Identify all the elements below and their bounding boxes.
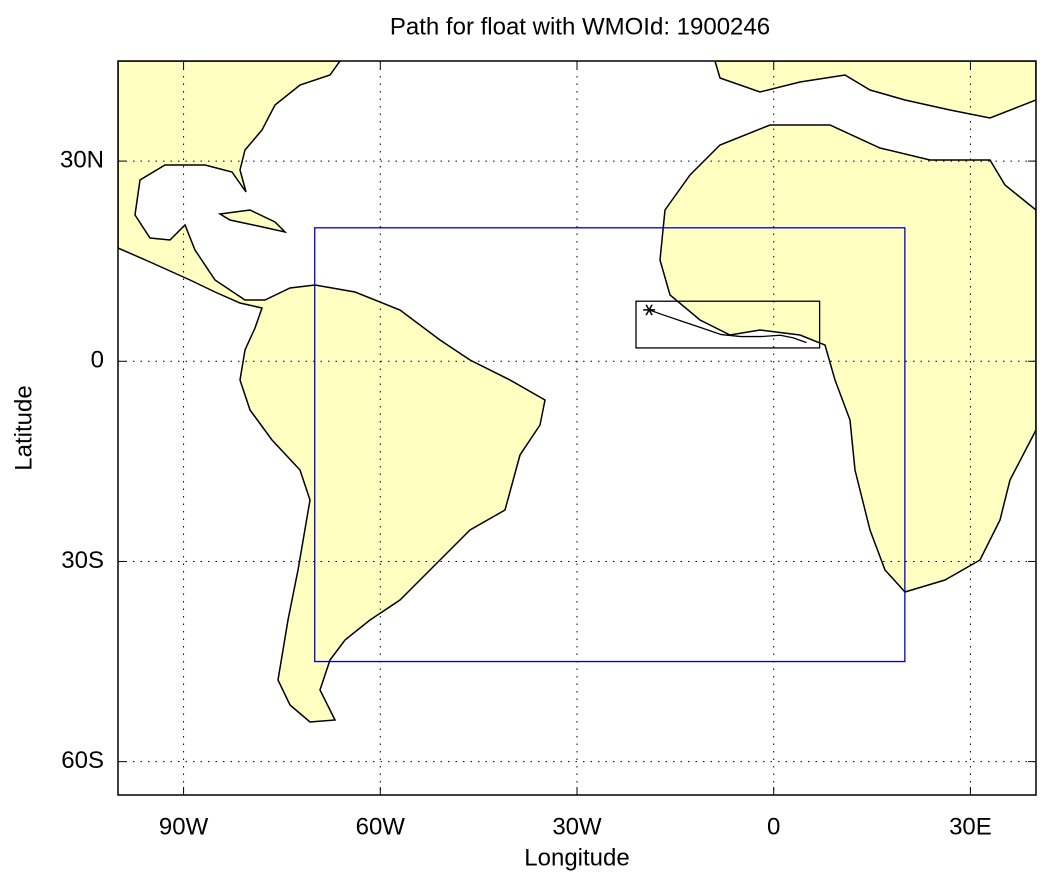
- x-tick-label: 30E: [949, 813, 992, 840]
- x-tick-label: 60W: [356, 813, 406, 840]
- region-box: [314, 227, 906, 663]
- x-axis-label: Longitude: [524, 844, 629, 871]
- americas: [118, 61, 546, 723]
- africa: [659, 124, 1036, 593]
- float-path: [648, 309, 807, 344]
- start-marker: [643, 304, 656, 316]
- x-tick-label: 30W: [552, 813, 602, 840]
- europe: [714, 61, 1036, 119]
- chart-title: Path for float with WMOId: 1900246: [390, 13, 770, 40]
- y-tick-label: 30S: [61, 547, 104, 574]
- y-axis-label: Latitude: [10, 385, 37, 470]
- y-tick-label: 0: [91, 347, 104, 374]
- x-tick-label: 0: [767, 813, 780, 840]
- y-tick-label: 30N: [60, 146, 104, 173]
- start-marker-stroke: [645, 304, 653, 316]
- region-box: [635, 300, 821, 349]
- y-tick-label: 60S: [61, 747, 104, 774]
- x-tick-label: 90W: [159, 813, 209, 840]
- cuba: [217, 209, 288, 234]
- land: [118, 61, 1036, 723]
